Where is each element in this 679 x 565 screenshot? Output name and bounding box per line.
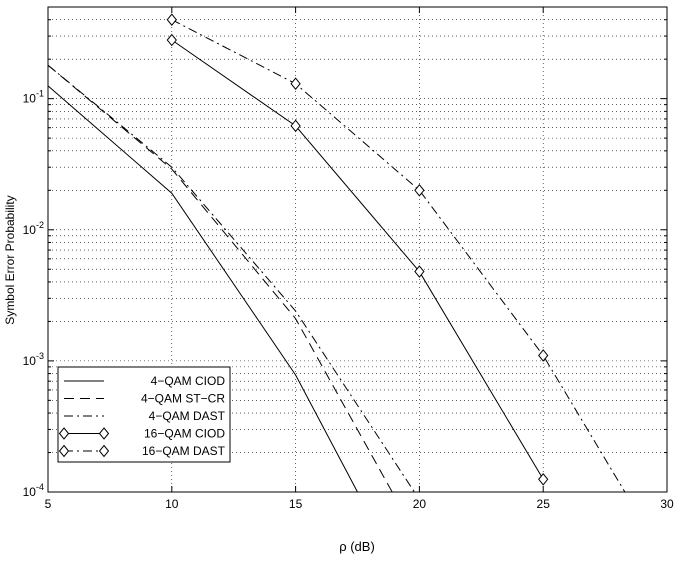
data-point-marker xyxy=(166,33,177,47)
legend-marker xyxy=(58,427,70,440)
legend-label: 16−QAM DAST xyxy=(142,444,226,458)
series-line xyxy=(171,39,544,480)
data-point-marker xyxy=(290,77,301,90)
x-tick-label: 15 xyxy=(289,497,303,511)
y-tick-label: 10-1 xyxy=(23,89,44,106)
series-1 xyxy=(47,85,358,493)
legend-label: 4−QAM DAST xyxy=(149,409,226,423)
series-line xyxy=(47,85,358,493)
x-tick-label: 5 xyxy=(45,497,52,511)
series-line xyxy=(47,64,415,493)
data-point-marker xyxy=(414,265,425,278)
series-4 xyxy=(166,33,549,486)
legend-label: 16−QAM CIOD xyxy=(144,427,225,441)
x-tick-label: 20 xyxy=(413,497,427,511)
series-line xyxy=(47,64,393,493)
series-group xyxy=(47,13,626,493)
data-point-marker xyxy=(538,473,549,486)
x-axis-label: ρ (dB) xyxy=(339,539,375,554)
legend: 4−QAM CIOD 4−QAM ST−CR 4−QAM DAST 16−QAM CI… xyxy=(57,366,231,463)
series-3 xyxy=(47,64,415,493)
series-line xyxy=(171,19,626,493)
y-tick-label: 10-4 xyxy=(23,482,44,499)
legend-marker xyxy=(98,427,110,440)
axis-ticks: 5 10 15 20 25 30 10-1 10-2 10-3 10-4 xyxy=(23,6,674,511)
data-point-marker xyxy=(290,119,301,133)
legend-label: 4−QAM ST−CR xyxy=(141,392,225,406)
legend-box xyxy=(57,366,231,463)
y-axis-label: Symbol Error Probability xyxy=(3,195,17,324)
data-point-marker xyxy=(166,13,177,26)
y-tick-label: 10-3 xyxy=(23,351,44,368)
legend-marker xyxy=(58,444,70,458)
y-tick-label: 10-2 xyxy=(23,220,44,237)
x-tick-label: 25 xyxy=(537,497,551,511)
legend-label: 4−QAM CIOD xyxy=(151,374,226,388)
legend-marker xyxy=(98,444,110,458)
data-point-marker xyxy=(538,349,549,362)
x-tick-label: 30 xyxy=(660,497,674,511)
x-tick-label: 10 xyxy=(165,497,179,511)
data-point-marker xyxy=(414,184,425,197)
series-5 xyxy=(166,13,626,493)
series-2 xyxy=(47,64,393,493)
